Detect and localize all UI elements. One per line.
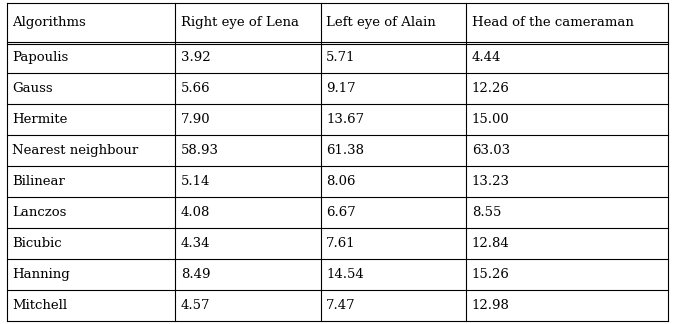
Text: 13.67: 13.67 [327,113,364,126]
Text: 61.38: 61.38 [327,144,364,157]
Text: 3.92: 3.92 [181,51,211,64]
Text: 15.26: 15.26 [472,268,510,281]
Text: 5.71: 5.71 [327,51,356,64]
Text: 63.03: 63.03 [472,144,510,157]
Text: 5.14: 5.14 [181,175,210,188]
Text: Head of the cameraman: Head of the cameraman [472,16,634,29]
Text: Bilinear: Bilinear [12,175,65,188]
Text: 8.06: 8.06 [327,175,356,188]
Text: 7.47: 7.47 [327,299,356,312]
Text: 12.98: 12.98 [472,299,510,312]
Text: 13.23: 13.23 [472,175,510,188]
Text: 4.34: 4.34 [181,237,211,250]
Text: 4.08: 4.08 [181,206,210,219]
Text: Papoulis: Papoulis [12,51,68,64]
Text: 8.49: 8.49 [181,268,211,281]
Text: 7.61: 7.61 [327,237,356,250]
Text: 5.66: 5.66 [181,82,211,95]
Text: 6.67: 6.67 [327,206,356,219]
Text: Nearest neighbour: Nearest neighbour [12,144,138,157]
Text: 12.84: 12.84 [472,237,510,250]
Text: 7.90: 7.90 [181,113,211,126]
Text: Hermite: Hermite [12,113,68,126]
Text: 4.44: 4.44 [472,51,502,64]
Text: 15.00: 15.00 [472,113,510,126]
Text: 58.93: 58.93 [181,144,219,157]
Text: Left eye of Alain: Left eye of Alain [327,16,436,29]
Text: Hanning: Hanning [12,268,70,281]
Text: 9.17: 9.17 [327,82,356,95]
Text: Mitchell: Mitchell [12,299,68,312]
Text: Bicubic: Bicubic [12,237,62,250]
Text: Lanczos: Lanczos [12,206,67,219]
Text: 8.55: 8.55 [472,206,502,219]
Text: Gauss: Gauss [12,82,53,95]
Text: 4.57: 4.57 [181,299,211,312]
Text: Algorithms: Algorithms [12,16,86,29]
Text: Right eye of Lena: Right eye of Lena [181,16,299,29]
Text: 14.54: 14.54 [327,268,364,281]
Text: 12.26: 12.26 [472,82,510,95]
